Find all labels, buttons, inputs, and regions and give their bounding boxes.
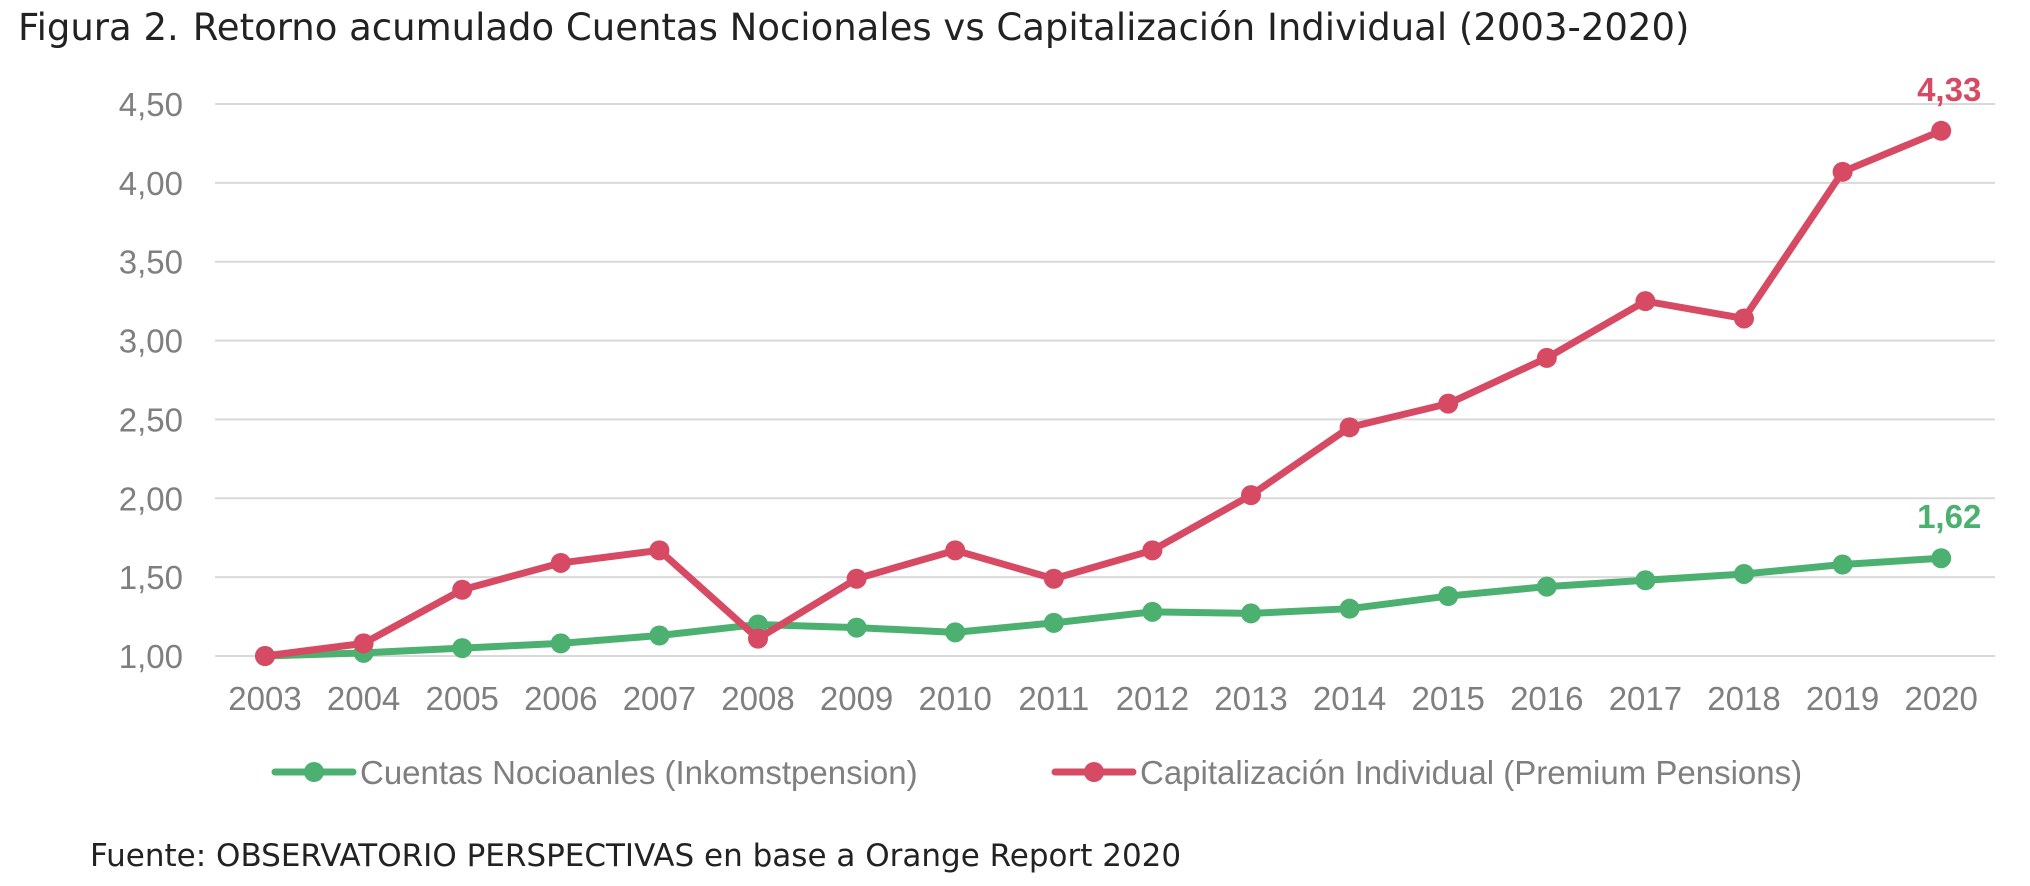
data-point [945, 622, 966, 643]
x-tick-label: 2010 [918, 680, 991, 717]
data-point [1536, 576, 1557, 597]
y-tick-label: 1,00 [119, 638, 183, 675]
y-tick-label: 1,50 [119, 559, 183, 596]
data-point [452, 579, 473, 600]
data-point [1438, 393, 1459, 414]
legend: Cuentas Nocioanles (Inkomstpension) Capit… [271, 754, 1802, 791]
source-label: Fuente: [90, 838, 207, 874]
y-axis-ticks: 1,00 1,50 2,00 2,50 3,00 3,50 4,00 4,50 [119, 86, 183, 675]
data-point [846, 568, 867, 589]
line-chart: 1,001,502,002,503,003,504,004,50 2003 200… [119, 71, 1995, 791]
data-point [1734, 308, 1754, 329]
source-note: Fuente: OBSERVATORIO PERSPECTIVAS en bas… [90, 838, 1181, 874]
x-tick-label: 2020 [1904, 680, 1977, 717]
data-point [1832, 161, 1853, 182]
x-tick-label: 2019 [1806, 680, 1879, 717]
x-tick-label: 2011 [1018, 680, 1089, 717]
data-point [1241, 603, 1261, 624]
data-point [1339, 598, 1360, 619]
data-point [1734, 563, 1754, 584]
source-organization: OBSERVATORIO PERSPECTIVAS [216, 838, 695, 874]
series-line [261, 127, 1945, 660]
figure-title-text: Retorno acumulado Cuentas Nocionales vs … [192, 6, 1690, 49]
figure-label: Figura 2. [18, 6, 179, 49]
data-point [1832, 554, 1853, 575]
x-tick-label: 2015 [1411, 680, 1484, 717]
x-tick-label: 2012 [1116, 680, 1189, 717]
x-tick-label: 2004 [327, 680, 400, 717]
legend-swatch-marker [1084, 762, 1104, 782]
data-point [1339, 417, 1360, 438]
series-line [261, 554, 1945, 660]
data-point [1142, 540, 1163, 561]
series-capitalizacion-individual [255, 120, 1952, 666]
data-point [1142, 601, 1163, 622]
y-tick-label: 4,00 [119, 165, 183, 202]
legend-item: Capitalización Individual (Premium Pensi… [1051, 754, 1802, 791]
data-point [452, 638, 473, 659]
data-point [1043, 612, 1064, 633]
end-value-label: 4,33 [1917, 71, 1981, 108]
y-tick-label: 3,00 [119, 323, 183, 360]
x-tick-label: 2013 [1214, 680, 1287, 717]
end-value-label: 1,62 [1917, 498, 1981, 535]
data-point [945, 540, 966, 561]
data-point [748, 614, 768, 635]
data-point [1931, 120, 1952, 141]
data-labels: 1,62 4,33 [1917, 71, 1981, 535]
data-point [846, 617, 867, 638]
x-tick-label: 2009 [820, 680, 893, 717]
y-tick-label: 2,50 [119, 401, 183, 438]
x-tick-label: 2016 [1510, 680, 1583, 717]
x-tick-label: 2005 [425, 680, 498, 717]
y-tick-label: 3,50 [119, 244, 183, 281]
data-point [353, 633, 374, 654]
y-tick-label: 4,50 [119, 86, 183, 123]
x-tick-label: 2008 [721, 680, 794, 717]
series-layer [255, 120, 1952, 666]
data-point [255, 646, 275, 666]
figure-title: Figura 2. Retorno acumulado Cuentas Nocio… [18, 6, 1689, 49]
x-tick-label: 2018 [1707, 680, 1780, 717]
data-point [748, 628, 768, 649]
x-tick-label: 2017 [1609, 680, 1682, 717]
legend-item: Cuentas Nocioanles (Inkomstpension) [271, 754, 918, 791]
legend-swatch-marker [304, 762, 324, 782]
data-point [1536, 347, 1557, 368]
data-point [1635, 291, 1656, 312]
data-point [649, 625, 670, 646]
data-point [550, 633, 571, 654]
legend-label: Capitalización Individual (Premium Pensi… [1140, 754, 1802, 791]
y-tick-label: 2,00 [119, 480, 183, 517]
grid-layer [215, 103, 1995, 657]
data-point [1931, 548, 1952, 569]
legend-label: Cuentas Nocioanles (Inkomstpension) [360, 754, 918, 791]
x-tick-label: 2007 [623, 680, 696, 717]
x-tick-label: 2003 [228, 680, 301, 717]
x-axis-ticks: 2003 2004 2005 2006 2007 2008 2009 2010 2011 2012… [228, 680, 1978, 717]
x-tick-label: 2006 [524, 680, 597, 717]
source-rest: en base a Orange Report 2020 [704, 838, 1182, 874]
data-point [1438, 586, 1459, 607]
data-point [649, 540, 670, 561]
data-point [550, 552, 571, 573]
data-point [1043, 568, 1064, 589]
x-tick-label: 2014 [1313, 680, 1386, 717]
data-point [1635, 570, 1656, 591]
data-point [1241, 485, 1261, 506]
